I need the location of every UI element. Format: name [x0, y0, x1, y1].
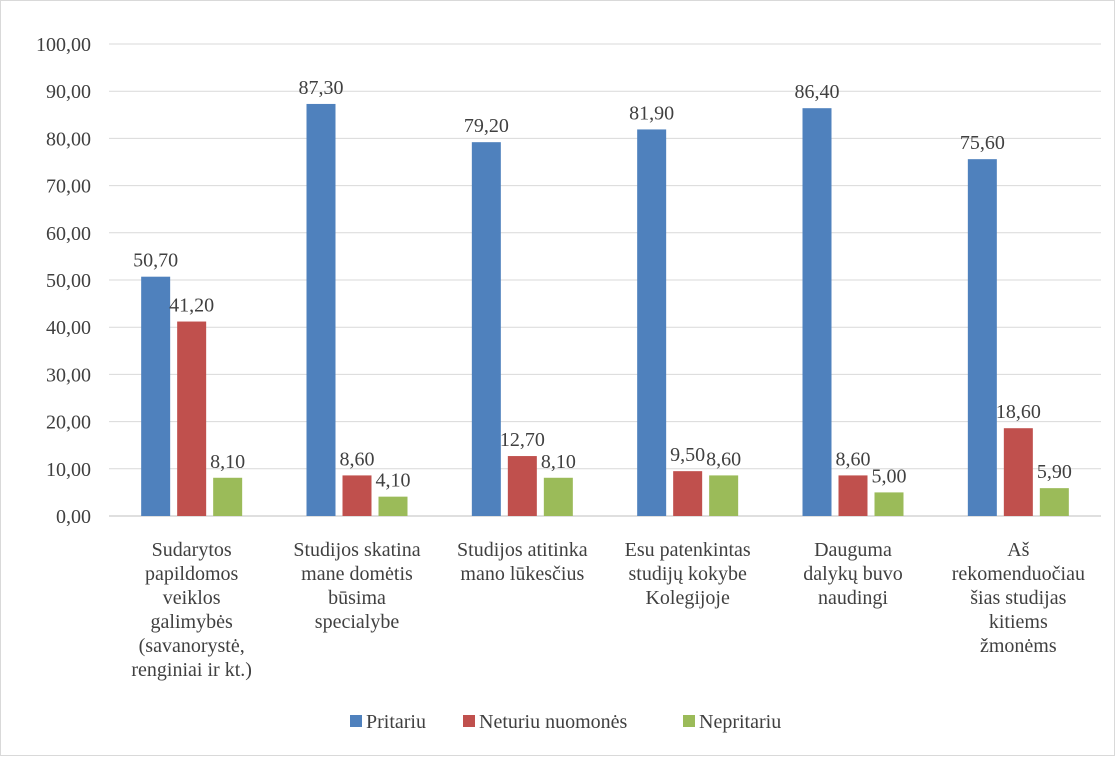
- bar: [637, 129, 667, 516]
- x-category-label-line: Kolegijoje: [645, 587, 730, 609]
- data-label: 75,60: [960, 132, 1005, 154]
- bar: [802, 108, 832, 516]
- x-category-label: Studijos skatina mane domėtis būsima specia…: [293, 539, 420, 633]
- y-tick-label: 20,00: [46, 412, 91, 434]
- data-label: 41,20: [169, 295, 214, 317]
- legend-label: Nepritariu: [699, 711, 781, 733]
- bars: [141, 103, 1069, 516]
- y-axis: 0,00 10,00 20,00 30,00 40,00 50,00 60,00 70,00 8…: [36, 34, 91, 528]
- legend-swatch: [683, 715, 695, 727]
- x-category-label-line: Sudarytos: [152, 539, 232, 561]
- y-tick-label: 40,00: [46, 317, 91, 339]
- data-label: 8,60: [836, 448, 871, 470]
- bar: [874, 492, 904, 516]
- bar: [177, 321, 207, 516]
- bar: [306, 103, 336, 516]
- bar: [378, 496, 408, 516]
- bar: [543, 477, 573, 516]
- data-label: 87,30: [299, 77, 344, 99]
- bar: [1003, 428, 1033, 516]
- bar: [1039, 488, 1069, 516]
- y-tick-label: 10,00: [46, 459, 91, 481]
- x-category-label-line: dalykų buvo: [803, 563, 902, 585]
- x-category-label: Dauguma dalykų buvo naudingi: [803, 539, 902, 609]
- x-category-label-line: Studijos skatina: [293, 539, 420, 561]
- x-category-label-line: būsima: [328, 587, 386, 609]
- bar: [507, 456, 537, 516]
- legend: Pritariu Neturiu nuomonės Nepritariu: [350, 711, 781, 733]
- bar: [838, 475, 868, 516]
- data-label: 8,10: [541, 451, 576, 473]
- x-category-label-line: šias studijas: [970, 587, 1066, 609]
- x-category-label-line: Esu patenkintas: [625, 539, 751, 561]
- data-label: 8,10: [210, 451, 245, 473]
- gridlines: [109, 43, 1101, 517]
- data-label: 50,70: [133, 250, 178, 272]
- x-category-label: Studijos atitinka mano lūkesčius: [457, 539, 588, 585]
- x-category-label-line: galimybės: [151, 611, 233, 633]
- data-label: 86,40: [795, 81, 840, 103]
- y-tick-label: 30,00: [46, 364, 91, 386]
- x-category-label-line: žmonėms: [980, 635, 1057, 657]
- x-category-label-line: specialybe: [315, 611, 400, 633]
- bar: [141, 276, 171, 516]
- data-label: 18,60: [996, 401, 1041, 423]
- x-category-label-line: papildomos: [145, 563, 239, 585]
- x-category-label-line: Studijos atitinka: [457, 539, 588, 561]
- x-category-label-line: mane domėtis: [301, 563, 413, 585]
- x-axis: Sudarytos papildomos veiklos galimybės (sava…: [131, 539, 1085, 681]
- y-tick-label: 100,00: [36, 34, 91, 56]
- bar: [471, 142, 501, 516]
- y-tick-label: 80,00: [46, 128, 91, 150]
- bar: [709, 475, 739, 516]
- data-label: 12,70: [500, 429, 545, 451]
- x-category-label-line: veiklos: [163, 587, 221, 609]
- x-category-label-line: (savanorystė,: [139, 635, 245, 657]
- data-label: 81,90: [629, 102, 674, 124]
- bar: [342, 475, 372, 516]
- x-category-label: Esu patenkintas studijų kokybe Kolegijoje: [625, 539, 751, 609]
- x-category-label-line: kitiems: [989, 611, 1048, 633]
- bar: [213, 477, 243, 516]
- y-tick-label: 50,00: [46, 270, 91, 292]
- x-category-label-line: Aš: [1007, 539, 1029, 561]
- data-label: 9,50: [670, 444, 705, 466]
- data-label: 79,20: [464, 115, 509, 137]
- legend-label: Neturiu nuomonės: [479, 711, 628, 733]
- y-tick-label: 60,00: [46, 223, 91, 245]
- y-tick-label: 0,00: [56, 506, 91, 528]
- legend-swatch: [350, 715, 362, 727]
- legend-swatch: [463, 715, 475, 727]
- data-label: 5,00: [872, 465, 907, 487]
- x-category-label-line: rekomenduočiau: [952, 563, 1085, 585]
- x-category-label: Sudarytos papildomos veiklos galimybės (sava…: [131, 539, 252, 681]
- x-category-label-line: naudingi: [818, 587, 888, 609]
- x-category-label-line: studijų kokybe: [628, 563, 746, 585]
- data-label: 4,10: [376, 470, 411, 492]
- x-category-label: Aš rekomenduočiau šias studijas kitiems žmon…: [952, 539, 1085, 657]
- y-tick-label: 70,00: [46, 176, 91, 198]
- x-category-label-line: renginiai ir kt.): [131, 659, 252, 681]
- bar: [673, 471, 703, 516]
- data-label: 8,60: [340, 448, 375, 470]
- y-tick-label: 90,00: [46, 81, 91, 103]
- bar: [967, 159, 997, 516]
- x-category-label-line: mano lūkesčius: [460, 563, 584, 585]
- x-category-label-line: Dauguma: [814, 539, 892, 561]
- legend-label: Pritariu: [366, 711, 426, 733]
- data-labels: 50,70 87,30 79,20 81,90 86,40 75,60 41,20 8,60 1…: [133, 77, 1072, 492]
- data-label: 8,60: [706, 448, 741, 470]
- data-label: 5,90: [1037, 461, 1072, 483]
